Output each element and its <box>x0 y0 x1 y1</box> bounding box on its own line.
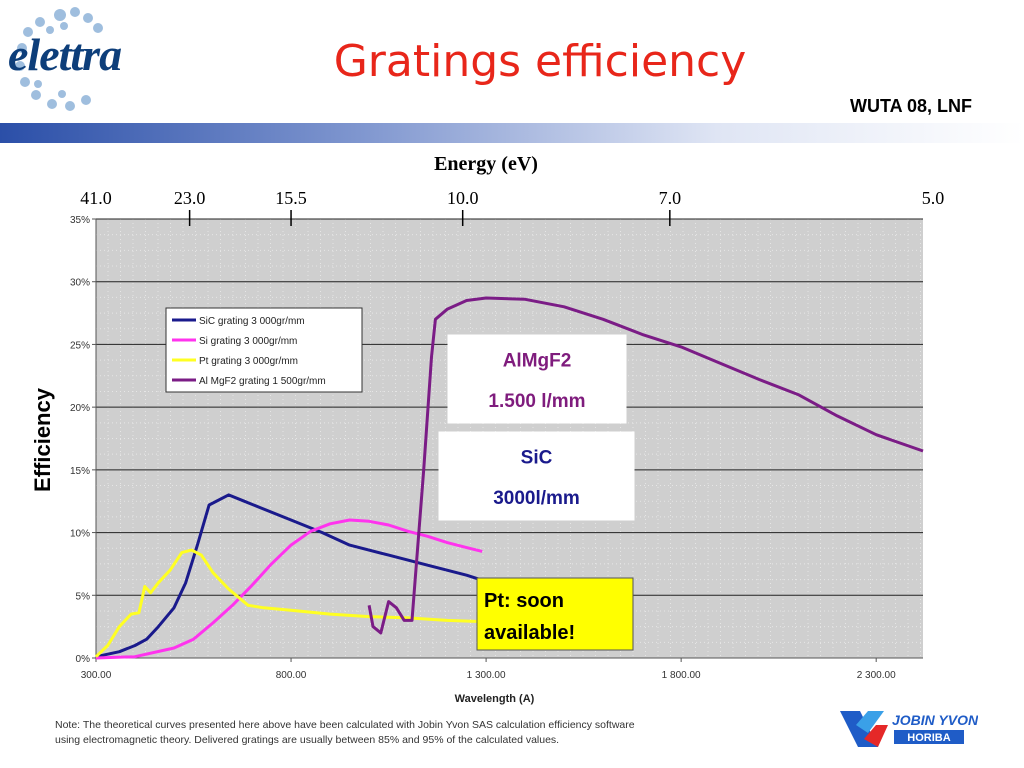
energy-tick-label: 23.0 <box>173 188 206 208</box>
y-tick-label: 30% <box>70 278 90 289</box>
footer-note-line2: using electromagnetic theory. Delivered … <box>55 734 560 746</box>
sic-callout: SiC 3000l/mm <box>438 431 635 521</box>
legend-box <box>165 307 363 393</box>
sic-callout-line1: SiC <box>521 448 553 469</box>
almgf2-callout-line1: AlMgF2 <box>503 351 572 372</box>
energy-tick-label: 7.0 <box>658 188 682 208</box>
energy-tick-label: 41.0 <box>80 188 112 208</box>
logo-stripe-light <box>856 711 884 733</box>
almgf2-callout-box <box>447 334 627 424</box>
horiba-text: HORIBA <box>907 732 950 744</box>
footer-note-line1: Note: The theoretical curves presented h… <box>55 719 635 731</box>
elettra-logo: elettra <box>0 0 130 120</box>
energy-tick-label: 15.5 <box>275 188 307 208</box>
elettra-logo-text: elettra <box>8 29 122 80</box>
horiba-box <box>894 730 964 744</box>
sic-callout-line2: 3000l/mm <box>493 488 580 509</box>
energy-tick-label: 10.0 <box>446 188 479 208</box>
x-tick-label: 800.00 <box>276 670 307 681</box>
logo-stripe-red <box>864 725 888 747</box>
legend-entry: SiC grating 3 000gr/mm <box>199 316 305 327</box>
chart-legend: SiC grating 3 000gr/mm Si grating 3 000gr… <box>165 307 363 393</box>
legend-entry: Pt grating 3 000gr/mm <box>199 356 298 367</box>
series-line-2 <box>95 518 483 660</box>
x-axis-title: Wavelength (A) <box>455 693 535 705</box>
x-tick-label: 2 300.00 <box>857 670 896 681</box>
pt-callout-line1: Pt: soon <box>484 590 564 612</box>
y-tick-label: 0% <box>76 654 91 665</box>
x-tick-label: 300.00 <box>81 670 112 681</box>
series-line-1 <box>95 493 483 659</box>
pt-callout-box <box>476 577 634 651</box>
almgf2-callout-line2: 1.500 l/mm <box>488 391 585 412</box>
footer-note: Note: The theoretical curves presented h… <box>55 718 815 748</box>
y-tick-label: 10% <box>70 529 90 540</box>
jobin-yvon-logo: JOBIN YVON HORIBA <box>840 711 978 747</box>
legend-entry: Al MgF2 grating 1 500gr/mm <box>199 376 326 387</box>
legend-entry: Si grating 3 000gr/mm <box>199 336 297 347</box>
series-line-3 <box>94 548 483 658</box>
page-subtitle: WUTA 08, LNF <box>850 96 972 116</box>
almgf2-callout: AlMgF2 1.500 l/mm <box>447 334 627 424</box>
pt-callout: Pt: soon available! <box>476 577 634 651</box>
series-line-4 <box>367 296 924 635</box>
y-tick-label: 20% <box>70 403 90 414</box>
y-tick-label: 35% <box>70 215 90 226</box>
elettra-logo-swirl <box>15 7 103 111</box>
jobin-yvon-text: JOBIN YVON <box>892 712 978 728</box>
sic-callout-box <box>438 431 635 521</box>
y-tick-label: 15% <box>70 466 90 477</box>
x-tick-label: 1 800.00 <box>662 670 701 681</box>
header-banner <box>0 123 1024 143</box>
x-tick-label: 1 300.00 <box>467 670 506 681</box>
energy-tick-label: 5.0 <box>921 188 945 208</box>
page-title: Gratings efficiency <box>333 36 747 87</box>
pt-callout-line2: available! <box>484 622 575 644</box>
energy-axis-title: Energy (eV) <box>434 153 538 175</box>
y-tick-label: 25% <box>70 340 90 351</box>
y-tick-label: 5% <box>76 591 91 602</box>
